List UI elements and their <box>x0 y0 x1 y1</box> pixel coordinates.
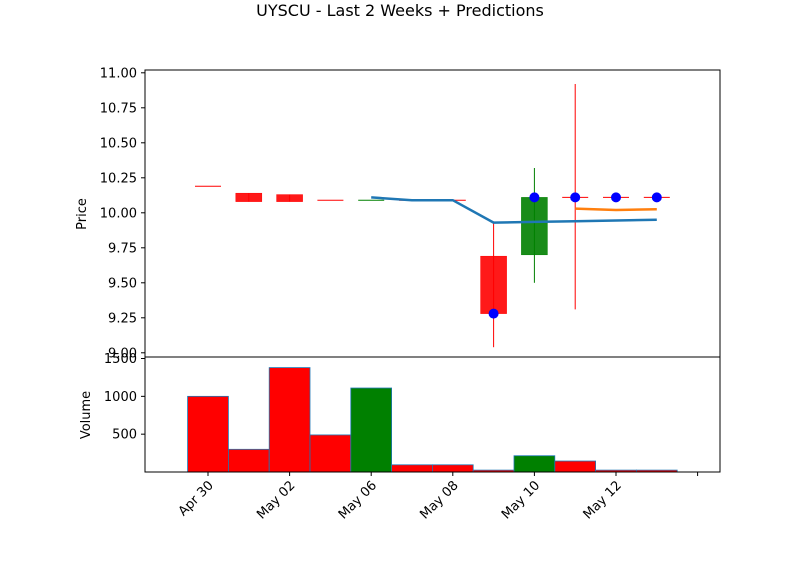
prediction-marker <box>529 192 540 203</box>
price-plot-frame <box>144 69 721 358</box>
x-tick-label: May 06 <box>336 478 380 522</box>
volume-y-tick-label: 1000 <box>104 390 137 405</box>
price-y-tick-label: 10.75 <box>100 101 137 116</box>
volume-axis-label: Volume <box>79 391 94 439</box>
prediction-line <box>575 207 657 212</box>
candle-body <box>235 192 263 202</box>
prediction-line <box>371 196 657 224</box>
prediction-marker <box>570 192 581 203</box>
volume-bar <box>268 367 311 473</box>
volume-y-tick-label: 500 <box>112 428 137 443</box>
price-y-tick-label: 10.00 <box>100 206 137 221</box>
price-y-tick-label: 10.50 <box>100 136 137 151</box>
prediction-marker <box>488 308 499 319</box>
volume-bar <box>391 464 433 473</box>
candle-body <box>276 194 303 202</box>
volume-bar <box>350 387 392 473</box>
price-y-tick-label: 9.00 <box>108 346 137 361</box>
price-y-tick-label: 10.25 <box>100 171 137 186</box>
x-tick-label: May 12 <box>581 478 625 522</box>
volume-y-tick-label: 1500 <box>104 352 137 367</box>
x-tick-label: May 02 <box>254 478 298 522</box>
x-tick-label: Apr 30 <box>176 478 217 519</box>
x-tick-label: May 10 <box>499 478 543 522</box>
prediction-marker <box>611 192 621 203</box>
price-panel: 9.00 9.25 9.50 9.75 10.00 10.25 10.50 10.75 11.0… <box>100 66 721 361</box>
volume-plot-frame <box>144 356 721 473</box>
volume-bar <box>227 448 270 473</box>
prediction-marker <box>651 192 662 203</box>
volume-bar <box>187 395 229 473</box>
volume-bar <box>554 460 596 473</box>
volume-bar <box>431 464 474 473</box>
price-y-tick-label: 11.00 <box>100 66 137 81</box>
candle-body <box>480 255 507 314</box>
price-axis-label: Price <box>75 198 90 230</box>
candle-body <box>521 197 548 256</box>
volume-panel: 500 1000 1500 Apr 30 May 02 May 06 May 08 May 1… <box>104 352 721 522</box>
price-y-tick-label: 9.50 <box>108 276 137 291</box>
price-y-tick-label: 9.25 <box>108 311 137 326</box>
volume-bar <box>513 455 556 473</box>
price-y-tick-label: 9.75 <box>108 241 137 256</box>
chart-title: UYSCU - Last 2 Weeks + Predictions <box>256 1 544 20</box>
volume-bar <box>309 434 352 473</box>
x-tick-label: May 08 <box>417 478 461 522</box>
